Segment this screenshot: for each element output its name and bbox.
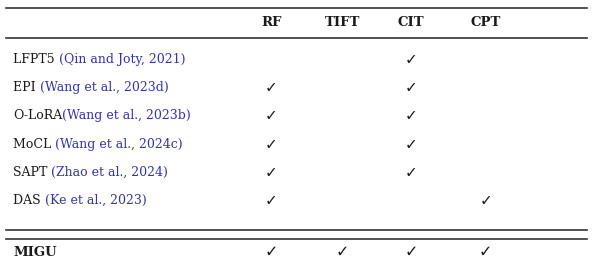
Text: ✓: ✓ xyxy=(405,137,418,152)
Text: ✓: ✓ xyxy=(479,245,492,260)
Text: (Ke et al., 2023): (Ke et al., 2023) xyxy=(45,194,147,207)
Text: (Wang et al., 2023b): (Wang et al., 2023b) xyxy=(63,109,191,122)
Text: ✓: ✓ xyxy=(265,165,278,180)
Text: ✓: ✓ xyxy=(405,52,418,67)
Text: MIGU: MIGU xyxy=(13,246,57,259)
Text: RF: RF xyxy=(261,16,281,29)
Text: MoCL: MoCL xyxy=(13,138,55,151)
Text: TIFT: TIFT xyxy=(325,16,361,29)
Text: ✓: ✓ xyxy=(265,137,278,152)
Text: (Qin and Joty, 2021): (Qin and Joty, 2021) xyxy=(59,53,185,66)
Text: SAPT: SAPT xyxy=(13,166,51,179)
Text: ✓: ✓ xyxy=(265,245,278,260)
Text: ✓: ✓ xyxy=(405,245,418,260)
Text: LFPT5: LFPT5 xyxy=(13,53,59,66)
Text: ✓: ✓ xyxy=(265,109,278,123)
Text: CPT: CPT xyxy=(471,16,501,29)
Text: ✓: ✓ xyxy=(479,193,492,208)
Text: (Wang et al., 2024c): (Wang et al., 2024c) xyxy=(55,138,183,151)
Text: O-LoRA: O-LoRA xyxy=(13,109,63,122)
Text: ✓: ✓ xyxy=(336,245,349,260)
Text: DAS: DAS xyxy=(13,194,45,207)
Text: ✓: ✓ xyxy=(405,80,418,95)
Text: (Wang et al., 2023d): (Wang et al., 2023d) xyxy=(40,81,169,94)
Text: (Zhao et al., 2024): (Zhao et al., 2024) xyxy=(51,166,168,179)
Text: ✓: ✓ xyxy=(265,193,278,208)
Text: ✓: ✓ xyxy=(405,109,418,123)
Text: ✓: ✓ xyxy=(265,80,278,95)
Text: EPI: EPI xyxy=(13,81,40,94)
Text: CIT: CIT xyxy=(398,16,424,29)
Text: ✓: ✓ xyxy=(405,165,418,180)
